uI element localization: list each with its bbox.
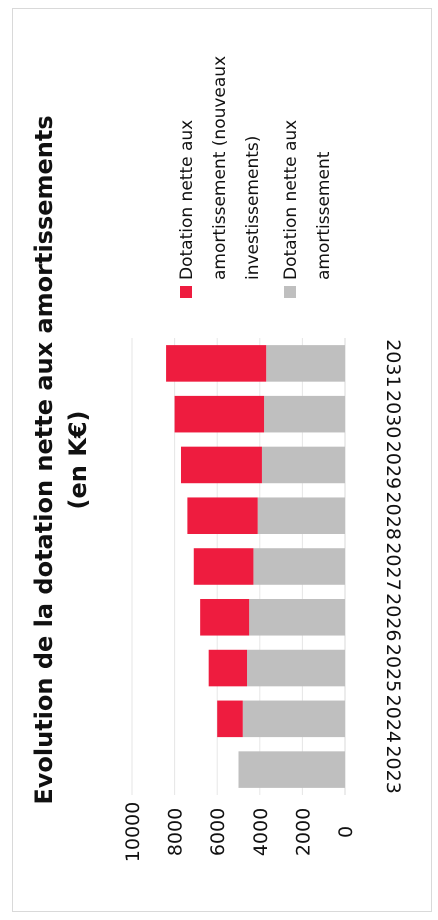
bar-segment-nouveaux-investissements-2029 xyxy=(180,446,262,484)
legend-label-1-line-1: amortissement xyxy=(314,151,334,280)
bar-segment-amortissement-2027 xyxy=(253,548,345,585)
legend-swatch-0 xyxy=(180,286,192,298)
legend-swatch-1 xyxy=(284,286,296,298)
bar-segment-nouveaux-investissements-2031 xyxy=(166,345,267,382)
category-tick-label-2025: 2025 xyxy=(382,644,404,692)
bar-segment-nouveaux-investissements-2027 xyxy=(193,548,254,585)
category-tick-label-2030: 2030 xyxy=(382,390,404,438)
value-tick-label: 10000 xyxy=(122,802,144,862)
value-tick-label: 8000 xyxy=(165,808,187,856)
category-tick-label-2024: 2024 xyxy=(382,695,404,743)
category-tick-label-2027: 2027 xyxy=(382,542,404,590)
bar-segment-nouveaux-investissements-2030 xyxy=(174,395,265,433)
value-tick-label: 2000 xyxy=(292,808,314,856)
value-tick-label: 4000 xyxy=(250,808,272,856)
category-tick-label-2023: 2023 xyxy=(382,745,404,793)
bar-segment-nouveaux-investissements-2028 xyxy=(187,497,258,535)
chart-title-line2: (en K€) xyxy=(64,411,92,510)
legend-label-0-line-0: Dotation nette aux xyxy=(177,120,197,280)
bar-segment-nouveaux-investissements-2026 xyxy=(200,598,250,636)
value-tick-label: 6000 xyxy=(207,808,229,856)
bar-segment-nouveaux-investissements-2024 xyxy=(217,700,243,738)
bar-segment-nouveaux-investissements-2025 xyxy=(208,649,248,687)
chart-title-line1: Evolution de la dotation nette aux amort… xyxy=(30,115,58,804)
bar-segment-amortissement-2028 xyxy=(257,497,345,535)
legend-label-0-line-1: amortissement (nouveaux xyxy=(210,56,230,280)
category-tick-label-2029: 2029 xyxy=(382,441,404,489)
bar-segment-amortissement-2029 xyxy=(261,446,345,484)
category-tick-label-2028: 2028 xyxy=(382,492,404,540)
category-tick-label-2026: 2026 xyxy=(382,593,404,641)
bar-segment-amortissement-2031 xyxy=(266,345,345,382)
chart-title: Evolution de la dotation nette aux amort… xyxy=(30,115,92,804)
value-axis-labels: 0 2000 4000 6000 8000 10000 xyxy=(122,802,357,862)
bar-segment-amortissement-2030 xyxy=(264,395,345,433)
bar-segment-amortissement-2023 xyxy=(238,751,345,788)
value-tick-label: 0 xyxy=(335,826,357,838)
legend-label-1-line-0: Dotation nette aux xyxy=(281,120,301,280)
legend-label-0-line-2: investissements) xyxy=(243,136,263,280)
bar-segment-amortissement-2024 xyxy=(242,700,345,738)
bar-segment-amortissement-2026 xyxy=(249,598,345,636)
bar-segment-amortissement-2025 xyxy=(247,649,345,687)
category-tick-label-2031: 2031 xyxy=(382,339,404,387)
legend: Dotation nette aux amortissement (nouveau… xyxy=(177,56,334,298)
bars xyxy=(166,345,345,788)
